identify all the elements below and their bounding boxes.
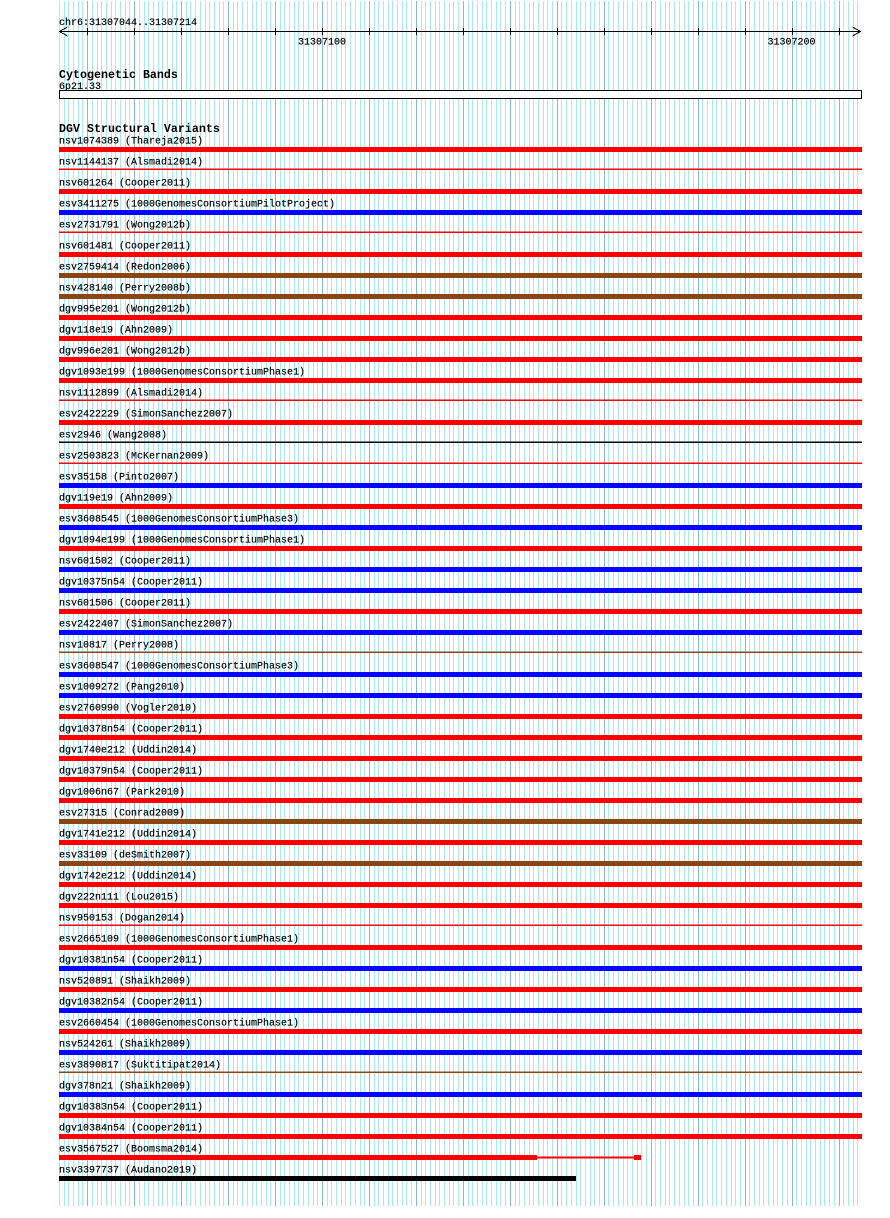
svg-text:dgv1006n67 (Park2010): dgv1006n67 (Park2010) bbox=[59, 786, 185, 798]
svg-text:esv2665109 (1000GenomesConsort: esv2665109 (1000GenomesConsortiumPhase1) bbox=[59, 933, 299, 945]
svg-text:dgv119e19 (Ahn2009): dgv119e19 (Ahn2009) bbox=[59, 492, 173, 504]
svg-text:nsv1074389 (Thareja2015): nsv1074389 (Thareja2015) bbox=[59, 135, 203, 147]
svg-text:31307200: 31307200 bbox=[768, 38, 816, 49]
svg-text:dgv1742e212 (Uddin2014): dgv1742e212 (Uddin2014) bbox=[59, 870, 197, 882]
svg-text:esv1009272 (Pang2010): esv1009272 (Pang2010) bbox=[59, 681, 185, 693]
svg-text:esv3890817 (Suktitipat2014): esv3890817 (Suktitipat2014) bbox=[59, 1059, 221, 1071]
svg-text:nsv1112899 (Alsmadi2014): nsv1112899 (Alsmadi2014) bbox=[59, 387, 203, 399]
svg-text:nsv10817 (Perry2008): nsv10817 (Perry2008) bbox=[59, 639, 179, 651]
svg-text:dgv10375n54 (Cooper2011): dgv10375n54 (Cooper2011) bbox=[59, 576, 203, 588]
svg-text:esv2946 (Wang2008): esv2946 (Wang2008) bbox=[59, 429, 167, 441]
svg-text:esv33109 (deSmith2007): esv33109 (deSmith2007) bbox=[59, 849, 191, 861]
svg-text:dgv995e201 (Wong2012b): dgv995e201 (Wong2012b) bbox=[59, 303, 191, 315]
svg-text:dgv1094e199 (1000GenomesConsor: dgv1094e199 (1000GenomesConsortiumPhase1… bbox=[59, 534, 305, 546]
svg-text:nsv601506 (Cooper2011): nsv601506 (Cooper2011) bbox=[59, 597, 191, 609]
svg-text:dgv10382n54 (Cooper2011): dgv10382n54 (Cooper2011) bbox=[59, 996, 203, 1008]
svg-text:nsv601481 (Cooper2011): nsv601481 (Cooper2011) bbox=[59, 240, 191, 252]
svg-text:Cytogenetic Bands: Cytogenetic Bands bbox=[59, 68, 178, 82]
svg-text:nsv601502 (Cooper2011): nsv601502 (Cooper2011) bbox=[59, 555, 191, 567]
svg-text:nsv428140 (Perry2008b): nsv428140 (Perry2008b) bbox=[59, 282, 191, 294]
svg-text:esv3608547 (1000GenomesConsort: esv3608547 (1000GenomesConsortiumPhase3) bbox=[59, 660, 299, 672]
svg-text:dgv10383n54 (Cooper2011): dgv10383n54 (Cooper2011) bbox=[59, 1101, 203, 1113]
svg-text:chr6:31307044..31307214: chr6:31307044..31307214 bbox=[59, 17, 197, 29]
svg-text:esv3411275 (1000GenomesConsort: esv3411275 (1000GenomesConsortiumPilotPr… bbox=[59, 198, 335, 210]
svg-text:dgv1740e212 (Uddin2014): dgv1740e212 (Uddin2014) bbox=[59, 744, 197, 756]
svg-text:31307100: 31307100 bbox=[298, 38, 346, 49]
svg-text:dgv10384n54 (Cooper2011): dgv10384n54 (Cooper2011) bbox=[59, 1122, 203, 1134]
svg-text:dgv10381n54 (Cooper2011): dgv10381n54 (Cooper2011) bbox=[59, 954, 203, 966]
svg-text:nsv1144137 (Alsmadi2014): nsv1144137 (Alsmadi2014) bbox=[59, 156, 203, 168]
svg-text:dgv1741e212 (Uddin2014): dgv1741e212 (Uddin2014) bbox=[59, 828, 197, 840]
svg-text:esv2731791 (Wong2012b): esv2731791 (Wong2012b) bbox=[59, 219, 191, 231]
svg-text:esv3567527 (Boomsma2014): esv3567527 (Boomsma2014) bbox=[59, 1143, 203, 1155]
svg-text:esv2660454 (1000GenomesConsort: esv2660454 (1000GenomesConsortiumPhase1) bbox=[59, 1017, 299, 1029]
svg-text:esv2422407 (SimonSanchez2007): esv2422407 (SimonSanchez2007) bbox=[59, 618, 233, 630]
svg-text:nsv950153 (Dogan2014): nsv950153 (Dogan2014) bbox=[59, 912, 185, 924]
svg-text:esv2760990 (Vogler2010): esv2760990 (Vogler2010) bbox=[59, 702, 197, 714]
svg-text:esv3608545 (1000GenomesConsort: esv3608545 (1000GenomesConsortiumPhase3) bbox=[59, 513, 299, 525]
svg-text:esv35158 (Pinto2007): esv35158 (Pinto2007) bbox=[59, 471, 179, 483]
svg-text:esv2422229 (SimonSanchez2007): esv2422229 (SimonSanchez2007) bbox=[59, 408, 233, 420]
svg-text:dgv1093e199 (1000GenomesConsor: dgv1093e199 (1000GenomesConsortiumPhase1… bbox=[59, 366, 305, 378]
svg-text:dgv378n21 (Shaikh2009): dgv378n21 (Shaikh2009) bbox=[59, 1080, 191, 1092]
svg-text:dgv222n111 (Lou2015): dgv222n111 (Lou2015) bbox=[59, 891, 179, 903]
svg-text:dgv10378n54 (Cooper2011): dgv10378n54 (Cooper2011) bbox=[59, 723, 203, 735]
svg-text:esv27315 (Conrad2009): esv27315 (Conrad2009) bbox=[59, 807, 185, 819]
svg-text:nsv524261 (Shaikh2009): nsv524261 (Shaikh2009) bbox=[59, 1038, 191, 1050]
svg-text:nsv520891 (Shaikh2009): nsv520891 (Shaikh2009) bbox=[59, 975, 191, 987]
svg-text:DGV Structural Variants: DGV Structural Variants bbox=[59, 122, 220, 136]
svg-text:esv2759414 (Redon2006): esv2759414 (Redon2006) bbox=[59, 261, 191, 273]
svg-text:nsv601264 (Cooper2011): nsv601264 (Cooper2011) bbox=[59, 177, 191, 189]
svg-text:dgv10379n54 (Cooper2011): dgv10379n54 (Cooper2011) bbox=[59, 765, 203, 777]
svg-text:esv2503823 (McKernan2009): esv2503823 (McKernan2009) bbox=[59, 450, 209, 462]
svg-text:dgv118e19 (Ahn2009): dgv118e19 (Ahn2009) bbox=[59, 324, 173, 336]
svg-text:nsv3397737 (Audano2019): nsv3397737 (Audano2019) bbox=[59, 1164, 197, 1176]
svg-text:dgv996e201 (Wong2012b): dgv996e201 (Wong2012b) bbox=[59, 345, 191, 357]
svg-text:6p21.33: 6p21.33 bbox=[59, 82, 101, 93]
